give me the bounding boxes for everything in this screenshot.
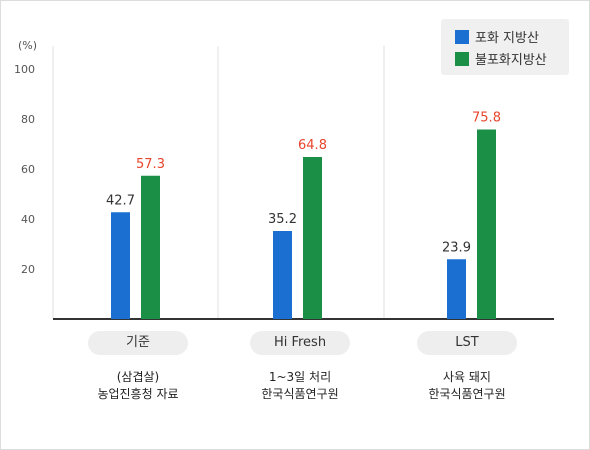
bar-value-label: 64.8 <box>298 138 327 153</box>
legend-label-saturated: 포화 지방산 <box>475 31 539 46</box>
caption-line: (삼겹살) <box>116 370 160 384</box>
legend-label-unsaturated: 불포화지방산 <box>475 53 547 68</box>
bar-value-label: 35.2 <box>268 212 297 227</box>
y-tick-label: 100 <box>14 63 35 76</box>
bar <box>303 157 322 319</box>
legend: 포화 지방산 불포화지방산 <box>441 19 569 75</box>
legend-swatch-unsaturated <box>455 51 469 66</box>
bar <box>477 129 496 319</box>
category-caption-baseline: (삼겹살) 농업진흥청 자료 <box>53 369 223 403</box>
y-tick-label: 20 <box>21 263 35 276</box>
category-pill-lst: LST <box>417 331 517 355</box>
bar <box>141 175 160 319</box>
caption-line: 농업진흥청 자료 <box>97 387 179 401</box>
caption-line: 1~3일 처리 <box>268 370 332 384</box>
bar-value-label: 42.7 <box>106 193 135 208</box>
y-axis-unit-label: (%) <box>18 39 38 52</box>
caption-line: 한국식품연구원 <box>261 387 339 401</box>
y-tick-label: 80 <box>21 113 35 126</box>
caption-line: 한국식품연구원 <box>428 387 506 401</box>
legend-item-saturated: 포화 지방산 <box>455 27 539 46</box>
category-pill-baseline: 기준 <box>88 331 188 355</box>
bar <box>447 259 466 319</box>
bar <box>273 231 292 319</box>
y-tick-label: 60 <box>21 163 35 176</box>
category-caption-hi-fresh: 1~3일 처리 한국식품연구원 <box>215 369 385 403</box>
bar-value-label: 23.9 <box>442 240 471 255</box>
bar-value-label: 57.3 <box>136 157 165 172</box>
category-pill-hi-fresh: Hi Fresh <box>250 331 350 355</box>
bar-value-label: 75.8 <box>472 111 501 126</box>
caption-line: 사육 돼지 <box>443 370 491 384</box>
y-tick-label: 40 <box>21 213 35 226</box>
bar <box>111 212 130 319</box>
legend-item-unsaturated: 불포화지방산 <box>455 49 547 68</box>
category-caption-lst: 사육 돼지 한국식품연구원 <box>382 369 552 403</box>
legend-swatch-saturated <box>455 29 469 44</box>
